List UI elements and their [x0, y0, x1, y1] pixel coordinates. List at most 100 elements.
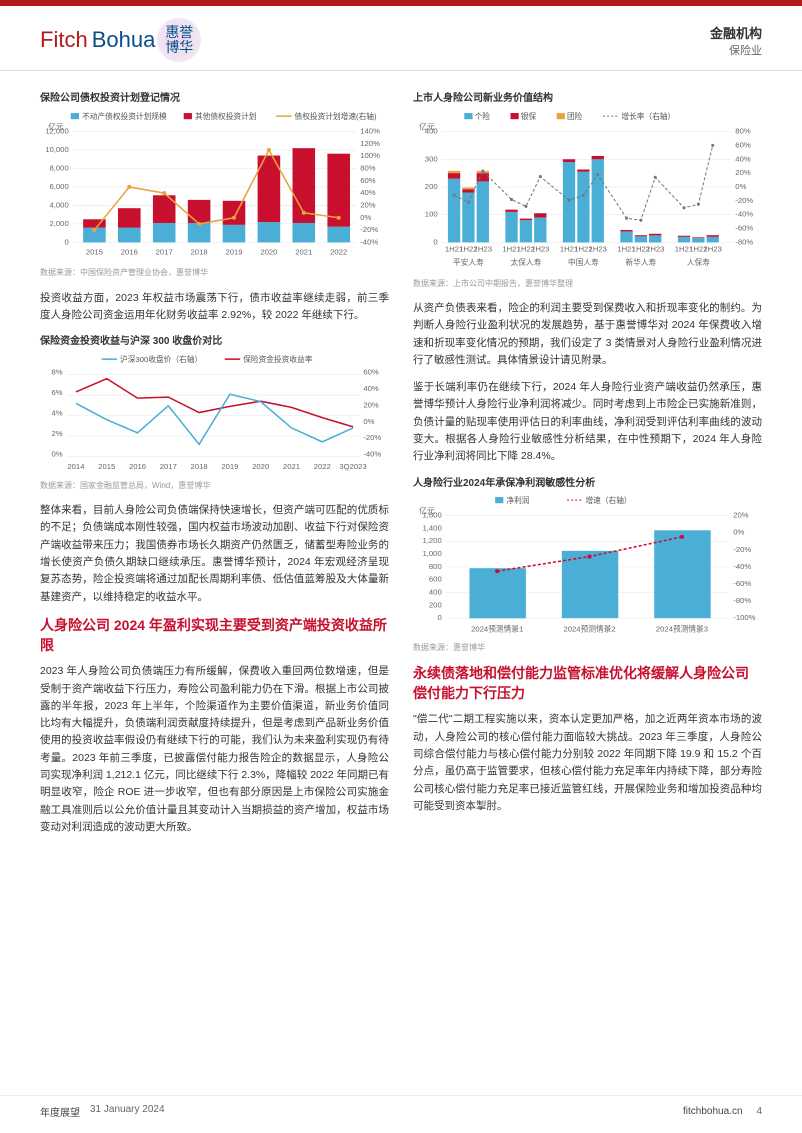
- logo-bohua: Bohua: [92, 27, 156, 53]
- svg-text:80%: 80%: [735, 126, 751, 135]
- svg-text:0%: 0%: [733, 528, 744, 537]
- svg-text:1H23: 1H23: [474, 244, 492, 253]
- svg-text:0: 0: [433, 237, 437, 246]
- svg-text:-40%: -40%: [733, 562, 751, 571]
- svg-text:不动产债权投资计划规模: 不动产债权投资计划规模: [82, 111, 167, 121]
- footer-page: 4: [756, 1106, 762, 1117]
- svg-text:3Q2023: 3Q2023: [339, 462, 366, 471]
- chart1-title: 保险公司债权投资计划登记情况: [40, 91, 389, 108]
- svg-text:8%: 8%: [51, 367, 62, 376]
- svg-text:1H23: 1H23: [646, 244, 664, 253]
- svg-text:100: 100: [425, 209, 438, 218]
- svg-text:1H23: 1H23: [531, 244, 549, 253]
- svg-text:400: 400: [429, 588, 442, 597]
- svg-text:2022: 2022: [330, 247, 347, 256]
- left-column: 保险公司债权投资计划登记情况 不动产债权投资计划规模 其他债权投资计划 债权投资…: [40, 91, 389, 1095]
- svg-text:2024预测情景1: 2024预测情景1: [471, 624, 523, 634]
- svg-text:-40%: -40%: [360, 237, 378, 246]
- para2: 整体来看，目前人身险公司负债端保持快速增长，但资产端可匹配的优质标的不足；负债端…: [40, 502, 389, 606]
- svg-text:净利润: 净利润: [506, 495, 529, 505]
- footer-date: 31 January 2024: [90, 1104, 165, 1119]
- svg-text:0%: 0%: [735, 182, 746, 191]
- svg-text:中国人寿: 中国人寿: [568, 256, 599, 266]
- svg-text:2020: 2020: [260, 247, 277, 256]
- chart1-svg: 不动产债权投资计划规模 其他债权投资计划 债权投资计划增速(右轴) 亿元 0 2…: [40, 111, 389, 265]
- svg-text:0%: 0%: [363, 417, 374, 426]
- svg-text:0%: 0%: [360, 212, 371, 221]
- para5: 鉴于长端利率仍在继续下行，2024 年人身险行业资产端收益仍然承压，惠誉博华预计…: [413, 379, 762, 466]
- svg-text:8,000: 8,000: [49, 163, 68, 172]
- header-subcategory: 保险业: [710, 42, 762, 58]
- svg-text:200: 200: [429, 601, 442, 610]
- footer-right: fitchbohua.cn 4: [683, 1106, 762, 1117]
- svg-text:0: 0: [64, 237, 68, 246]
- svg-text:20%: 20%: [363, 400, 379, 409]
- svg-text:100%: 100%: [360, 151, 380, 160]
- svg-text:2016: 2016: [121, 247, 138, 256]
- svg-text:-80%: -80%: [735, 237, 753, 246]
- para1: 投资收益方面，2023 年权益市场震荡下行，债市收益率继续走弱，前三季度人身险公…: [40, 290, 389, 325]
- svg-text:1,200: 1,200: [422, 536, 441, 545]
- svg-text:80%: 80%: [360, 163, 376, 172]
- chart2-title: 保险资金投资收益与沪深 300 收盘价对比: [40, 334, 389, 351]
- svg-text:-20%: -20%: [735, 195, 753, 204]
- para6: "偿二代"二期工程实施以来，资本认定更加严格，加之近两年资本市场的波动，人身险公…: [413, 711, 762, 815]
- chart3-source: 数据来源：上市公司中期报告，惠誉博华整理: [413, 277, 762, 290]
- right-column: 上市人身险公司新业务价值结构 个险 银保 团险 增长率（右轴） 亿元 0 100…: [413, 91, 762, 1095]
- chart2-source: 数据来源：国家金融监管总局，Wind，惠誉博华: [40, 479, 389, 492]
- svg-text:1,600: 1,600: [422, 511, 441, 520]
- svg-text:60%: 60%: [363, 367, 379, 376]
- svg-text:个险: 个险: [475, 111, 491, 121]
- svg-text:太保人寿: 太保人寿: [511, 256, 542, 266]
- svg-text:6,000: 6,000: [49, 182, 68, 191]
- svg-text:1,000: 1,000: [422, 549, 441, 558]
- svg-text:2018: 2018: [191, 462, 208, 471]
- svg-text:-60%: -60%: [735, 223, 753, 232]
- svg-text:800: 800: [429, 562, 442, 571]
- svg-text:银保: 银保: [521, 111, 537, 121]
- chart1-source: 数据来源：中国保险资产管理业协会，惠誉博华: [40, 266, 389, 279]
- svg-text:-40%: -40%: [735, 209, 753, 218]
- svg-text:2,000: 2,000: [49, 218, 68, 227]
- svg-text:40%: 40%: [360, 188, 376, 197]
- svg-text:60%: 60%: [360, 175, 376, 184]
- svg-text:4%: 4%: [51, 408, 62, 417]
- para3: 2023 年人身险公司负债端压力有所缓解，保费收入重回两位数增速，但是受制于资产…: [40, 663, 389, 836]
- section2-head: 永续债落地和偿付能力监管标准优化将缓解人身险公司偿付能力下行压力: [413, 664, 762, 703]
- svg-text:20%: 20%: [735, 168, 751, 177]
- svg-text:0%: 0%: [51, 449, 62, 458]
- logo-fitch: Fitch: [40, 27, 88, 53]
- svg-text:保险资金投资收益率: 保险资金投资收益率: [243, 354, 313, 364]
- svg-text:40%: 40%: [363, 384, 379, 393]
- page-header: FitchBohua 惠誉 博华 金融机构 保险业: [0, 6, 802, 71]
- svg-text:-20%: -20%: [363, 433, 381, 442]
- svg-text:-20%: -20%: [733, 545, 751, 554]
- svg-text:人保寿: 人保寿: [687, 256, 710, 266]
- svg-text:10,000: 10,000: [45, 145, 69, 154]
- chart2: 沪深300收盘价（右轴） 保险资金投资收益率 0% 2% 4% 6% 8% -4…: [40, 354, 389, 477]
- svg-text:120%: 120%: [360, 138, 380, 147]
- svg-text:2016: 2016: [129, 462, 146, 471]
- svg-text:新华人寿: 新华人寿: [625, 256, 656, 266]
- svg-text:增速（右轴）: 增速（右轴）: [585, 495, 631, 505]
- svg-text:4,000: 4,000: [49, 200, 68, 209]
- svg-text:1,400: 1,400: [422, 524, 441, 533]
- svg-text:600: 600: [429, 575, 442, 584]
- svg-text:-20%: -20%: [360, 225, 378, 234]
- svg-text:2019: 2019: [225, 247, 242, 256]
- svg-text:6%: 6%: [51, 388, 62, 397]
- svg-text:2024预测情景3: 2024预测情景3: [656, 624, 708, 634]
- svg-text:-80%: -80%: [733, 596, 751, 605]
- footer-label: 年度展望: [40, 1104, 80, 1119]
- footer-left: 年度展望 31 January 2024: [40, 1104, 165, 1119]
- header-category: 金融机构: [710, 23, 762, 42]
- svg-text:增长率（右轴）: 增长率（右轴）: [621, 111, 675, 121]
- svg-text:20%: 20%: [360, 200, 376, 209]
- chart3-title: 上市人身险公司新业务价值结构: [413, 91, 762, 108]
- chart4: 净利润 增速（右轴） 亿元 0 200 400 600 800 1,000 1,…: [413, 495, 762, 639]
- svg-text:20%: 20%: [733, 511, 749, 520]
- svg-text:60%: 60%: [735, 140, 751, 149]
- chart3-svg: 个险 银保 团险 增长率（右轴） 亿元 0 100 200 300 400: [413, 111, 762, 275]
- svg-text:平安人寿: 平安人寿: [453, 256, 484, 266]
- chart4-svg: 净利润 增速（右轴） 亿元 0 200 400 600 800 1,000 1,…: [413, 495, 762, 639]
